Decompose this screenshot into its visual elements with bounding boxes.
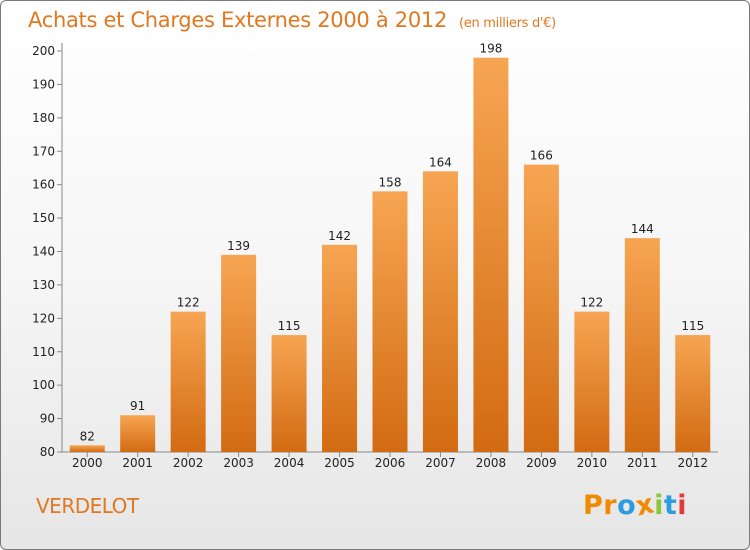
x-tick-label: 2003: [223, 456, 254, 470]
bar-2007: [422, 171, 458, 453]
chart-unit: (en milliers d'€): [459, 16, 556, 31]
data-label-2006: 158: [379, 175, 402, 189]
x-tick-label: 2011: [627, 456, 658, 470]
data-label-2011: 144: [631, 222, 654, 236]
bar-2001: [120, 415, 156, 452]
bar-2008: [473, 57, 509, 452]
y-tick-label: 180: [32, 111, 55, 125]
x-tick-label: 2007: [425, 456, 456, 470]
y-tick-label: 170: [32, 144, 55, 158]
data-label-2000: 82: [80, 429, 95, 443]
y-tick-label: 120: [32, 311, 55, 325]
x-tick-label: 2008: [476, 456, 507, 470]
data-labels: 82 91 122 139 115 142 158 164 198 166 122 144 115: [80, 42, 705, 444]
bar-2002: [170, 311, 206, 452]
y-tick-label: 100: [32, 378, 55, 392]
logo-letter: i: [677, 490, 688, 521]
data-label-2010: 122: [580, 296, 603, 310]
logo-letter: P: [583, 490, 604, 521]
y-tick-label: 140: [32, 245, 55, 259]
y-tick-label: 130: [32, 278, 55, 292]
x-tick-label: 2009: [526, 456, 557, 470]
bar-2006: [372, 191, 408, 452]
data-label-2009: 166: [530, 149, 553, 163]
bars: [69, 57, 711, 457]
bar-2009: [523, 164, 559, 452]
bar-2000: [69, 445, 105, 452]
y-tick-label: 110: [32, 345, 55, 359]
logo-letter: i: [654, 490, 664, 521]
y-tick-label: 90: [40, 412, 55, 426]
data-label-2003: 139: [227, 239, 250, 253]
chart-title-text: Achats et Charges Externes 2000 à 2012: [28, 8, 448, 32]
x-tick-label: 2004: [274, 456, 305, 470]
y-tick-label: 190: [32, 77, 55, 91]
logo-letter: t: [663, 490, 678, 521]
y-tick-label: 200: [32, 44, 55, 58]
x-tick-label: 2002: [173, 456, 204, 470]
x-tick-label: 2005: [324, 456, 355, 470]
proxiti-logo: Proxiti: [583, 488, 688, 522]
bar-2003: [221, 254, 257, 452]
data-label-2001: 91: [130, 399, 145, 413]
data-label-2007: 164: [429, 155, 452, 169]
x-tick-label: 2001: [122, 456, 153, 470]
y-tick-label: 80: [40, 445, 55, 459]
bar-2010: [574, 311, 610, 452]
data-label-2008: 198: [479, 42, 502, 56]
y-tick-label: 150: [32, 211, 55, 225]
bar-2011: [624, 238, 660, 452]
bar-2005: [322, 244, 358, 452]
y-axis: 80 90 100 110 120 130 140 150 160 170 180 190 200: [32, 43, 63, 459]
x-axis: 2000 2001 2002 2003 2004 2005 2006 2007 2008 2009…: [62, 451, 718, 470]
data-label-2005: 142: [328, 229, 351, 243]
x-tick-label: 2000: [72, 456, 103, 470]
x-tick-label: 2012: [677, 456, 708, 470]
chart-title: Achats et Charges Externes 2000 à 2012 (e…: [28, 8, 556, 32]
x-tick-label: 2010: [577, 456, 608, 470]
bar-2012: [675, 335, 711, 452]
data-label-2004: 115: [278, 319, 301, 333]
data-label-2002: 122: [177, 296, 200, 310]
logo-letter: o: [617, 490, 637, 521]
commune-name: VERDELOT: [36, 494, 139, 518]
data-label-2012: 115: [681, 319, 704, 333]
y-tick-label: 160: [32, 178, 55, 192]
bar-2004: [271, 335, 307, 452]
logo-letter: r: [603, 490, 618, 521]
x-tick-label: 2006: [375, 456, 406, 470]
